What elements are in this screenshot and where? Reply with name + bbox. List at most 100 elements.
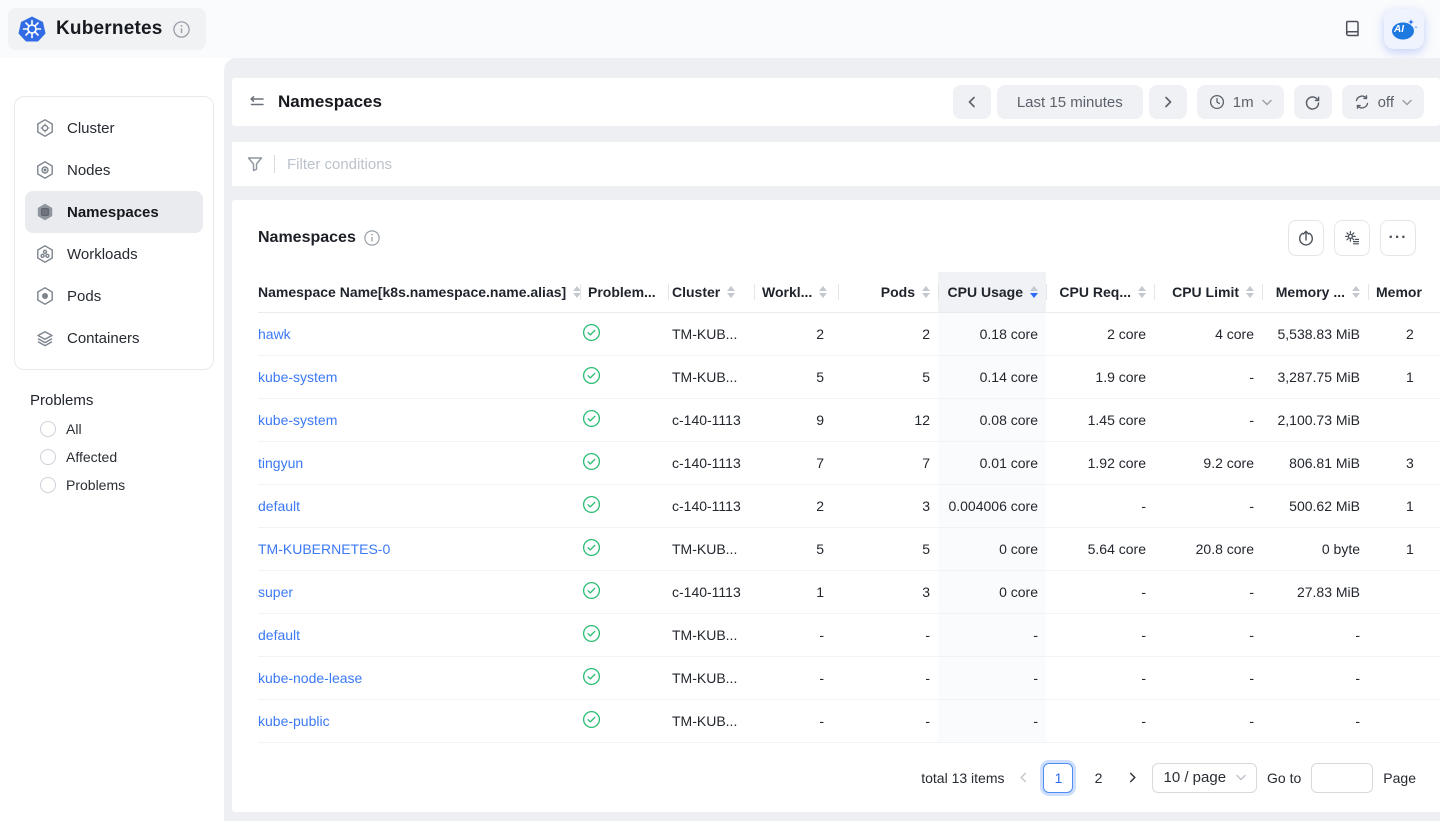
column-header-memory[interactable]: Memory ... bbox=[1262, 272, 1368, 313]
goto-label: Go to bbox=[1267, 769, 1302, 786]
info-icon[interactable] bbox=[364, 230, 380, 246]
memory-request-cell: 3 bbox=[1368, 441, 1440, 485]
radio-label: Problems bbox=[66, 477, 126, 493]
radio-icon[interactable] bbox=[40, 449, 56, 465]
status-ok-icon bbox=[582, 323, 601, 342]
workloads-cell: 2 bbox=[754, 312, 838, 356]
sidebar-item-namespaces[interactable]: Namespaces bbox=[25, 191, 203, 233]
time-range-next-button[interactable] bbox=[1148, 85, 1187, 119]
namespace-link[interactable]: tingyun bbox=[258, 454, 304, 471]
workloads-cell: 7 bbox=[754, 441, 838, 485]
ai-icon: AI bbox=[1389, 17, 1419, 41]
sidebar-item-label: Nodes bbox=[67, 161, 111, 179]
docs-button[interactable] bbox=[1336, 12, 1370, 46]
sidebar-item-label: Pods bbox=[67, 287, 102, 305]
main-content: Namespaces Last 15 minutes 1m bbox=[224, 58, 1440, 821]
page-size-select[interactable]: 10 / page bbox=[1152, 762, 1258, 793]
sidebar-item-label: Workloads bbox=[67, 245, 138, 263]
cpu-limit-cell: 4 core bbox=[1154, 312, 1262, 356]
table-row: default TM-KUB... - - - - - - bbox=[258, 613, 1440, 657]
cpu-limit-cell: 9.2 core bbox=[1154, 441, 1262, 485]
cpu-request-cell: 5.64 core bbox=[1046, 527, 1154, 571]
interval-value: 1m bbox=[1232, 93, 1254, 111]
table-row: tingyun c-140-1113 7 7 0.01 core 1.92 co… bbox=[258, 441, 1440, 485]
namespace-link[interactable]: default bbox=[258, 497, 301, 514]
cpu-request-cell: 1.45 core bbox=[1046, 398, 1154, 442]
radio-icon[interactable] bbox=[40, 477, 56, 493]
column-header-pods[interactable]: Pods bbox=[838, 272, 938, 313]
memory-request-cell bbox=[1368, 656, 1440, 700]
column-header-workloads[interactable]: Workl... bbox=[754, 272, 838, 313]
sidebar-item-cluster[interactable]: Cluster bbox=[25, 107, 203, 149]
sidebar-item-containers[interactable]: Containers bbox=[25, 317, 203, 359]
column-header-cpu-limit[interactable]: CPU Limit bbox=[1154, 272, 1262, 313]
namespace-link[interactable]: default bbox=[258, 626, 301, 643]
cluster-cell: c-140-1113 bbox=[668, 570, 754, 614]
pagination-page-1[interactable]: 1 bbox=[1043, 762, 1074, 793]
product-switcher[interactable]: Kubernetes bbox=[8, 8, 206, 50]
cpu-limit-cell: - bbox=[1154, 355, 1262, 399]
cpu-request-cell: - bbox=[1046, 613, 1154, 657]
cpu-request-cell: - bbox=[1046, 484, 1154, 528]
column-settings-button[interactable] bbox=[1334, 220, 1370, 256]
cpu-request-cell: 1.92 core bbox=[1046, 441, 1154, 485]
ai-assistant-button[interactable]: AI bbox=[1384, 9, 1424, 49]
cpu-usage-cell: 0.18 core bbox=[938, 312, 1046, 356]
cpu-limit-cell: - bbox=[1154, 656, 1262, 700]
column-header-problem[interactable]: Problem... bbox=[580, 272, 668, 313]
problems-option-problems[interactable]: Problems bbox=[30, 477, 224, 493]
column-header-namespace-name[interactable]: Namespace Name[k8s.namespace.name.alias] bbox=[258, 272, 580, 313]
sidebar-item-pods[interactable]: Pods bbox=[25, 275, 203, 317]
pagination-prev-button[interactable] bbox=[1014, 772, 1033, 783]
status-ok-icon bbox=[582, 452, 601, 471]
column-header-memory-request[interactable]: Memor bbox=[1368, 272, 1440, 313]
collapse-sidebar-icon[interactable] bbox=[248, 93, 266, 111]
memory-request-cell: 1 bbox=[1368, 355, 1440, 399]
problems-option-all[interactable]: All bbox=[30, 421, 224, 437]
radio-icon[interactable] bbox=[40, 421, 56, 437]
cluster-cell: TM-KUB... bbox=[668, 527, 754, 571]
export-button[interactable] bbox=[1288, 220, 1324, 256]
namespace-link[interactable]: super bbox=[258, 583, 294, 600]
goto-page-input[interactable] bbox=[1311, 762, 1374, 793]
memory-cell: 0 byte bbox=[1262, 527, 1368, 571]
cpu-limit-cell: - bbox=[1154, 398, 1262, 442]
column-header-cpu-request[interactable]: CPU Req... bbox=[1046, 272, 1154, 313]
more-button[interactable]: ··· bbox=[1380, 220, 1416, 256]
time-range-button[interactable]: Last 15 minutes bbox=[996, 85, 1143, 119]
problems-option-affected[interactable]: Affected bbox=[30, 449, 224, 465]
table-scroll-area[interactable]: Namespace Name[k8s.namespace.name.alias]… bbox=[258, 272, 1440, 743]
cpu-limit-cell: - bbox=[1154, 570, 1262, 614]
workloads-cell: 1 bbox=[754, 570, 838, 614]
refresh-button[interactable] bbox=[1293, 85, 1332, 119]
memory-request-cell bbox=[1368, 398, 1440, 442]
namespace-link[interactable]: hawk bbox=[258, 325, 291, 342]
chevron-down-icon bbox=[1261, 99, 1272, 106]
pagination-page-2[interactable]: 2 bbox=[1083, 763, 1113, 793]
memory-request-cell bbox=[1368, 570, 1440, 614]
cluster-cell: TM-KUB... bbox=[668, 355, 754, 399]
namespace-link[interactable]: kube-node-lease bbox=[258, 669, 363, 686]
cpu-usage-cell: 0 core bbox=[938, 570, 1046, 614]
namespace-link[interactable]: kube-public bbox=[258, 712, 330, 729]
nodes-icon bbox=[35, 160, 55, 180]
namespaces-icon bbox=[35, 202, 55, 222]
namespace-link[interactable]: kube-system bbox=[258, 411, 338, 428]
info-icon[interactable] bbox=[172, 20, 190, 38]
cluster-cell: c-140-1113 bbox=[668, 484, 754, 528]
auto-refresh-dropdown[interactable]: off bbox=[1341, 85, 1424, 119]
interval-dropdown[interactable]: 1m bbox=[1196, 85, 1284, 119]
pagination-next-button[interactable] bbox=[1123, 772, 1142, 783]
column-header-cluster[interactable]: Cluster bbox=[668, 272, 754, 313]
filter-input[interactable] bbox=[285, 154, 1426, 174]
sidebar-item-workloads[interactable]: Workloads bbox=[25, 233, 203, 275]
column-header-cpu-usage[interactable]: CPU Usage bbox=[938, 272, 1046, 313]
pagination: total 13 items 1 2 10 / page Go to Pag bbox=[232, 743, 1440, 793]
pods-cell: - bbox=[838, 613, 938, 657]
page-header: Namespaces Last 15 minutes 1m bbox=[232, 78, 1440, 126]
time-range-prev-button[interactable] bbox=[952, 85, 991, 119]
namespace-link[interactable]: TM-KUBERNETES-0 bbox=[258, 540, 391, 557]
namespace-link[interactable]: kube-system bbox=[258, 368, 338, 385]
sidebar-item-nodes[interactable]: Nodes bbox=[25, 149, 203, 191]
memory-cell: - bbox=[1262, 699, 1368, 743]
